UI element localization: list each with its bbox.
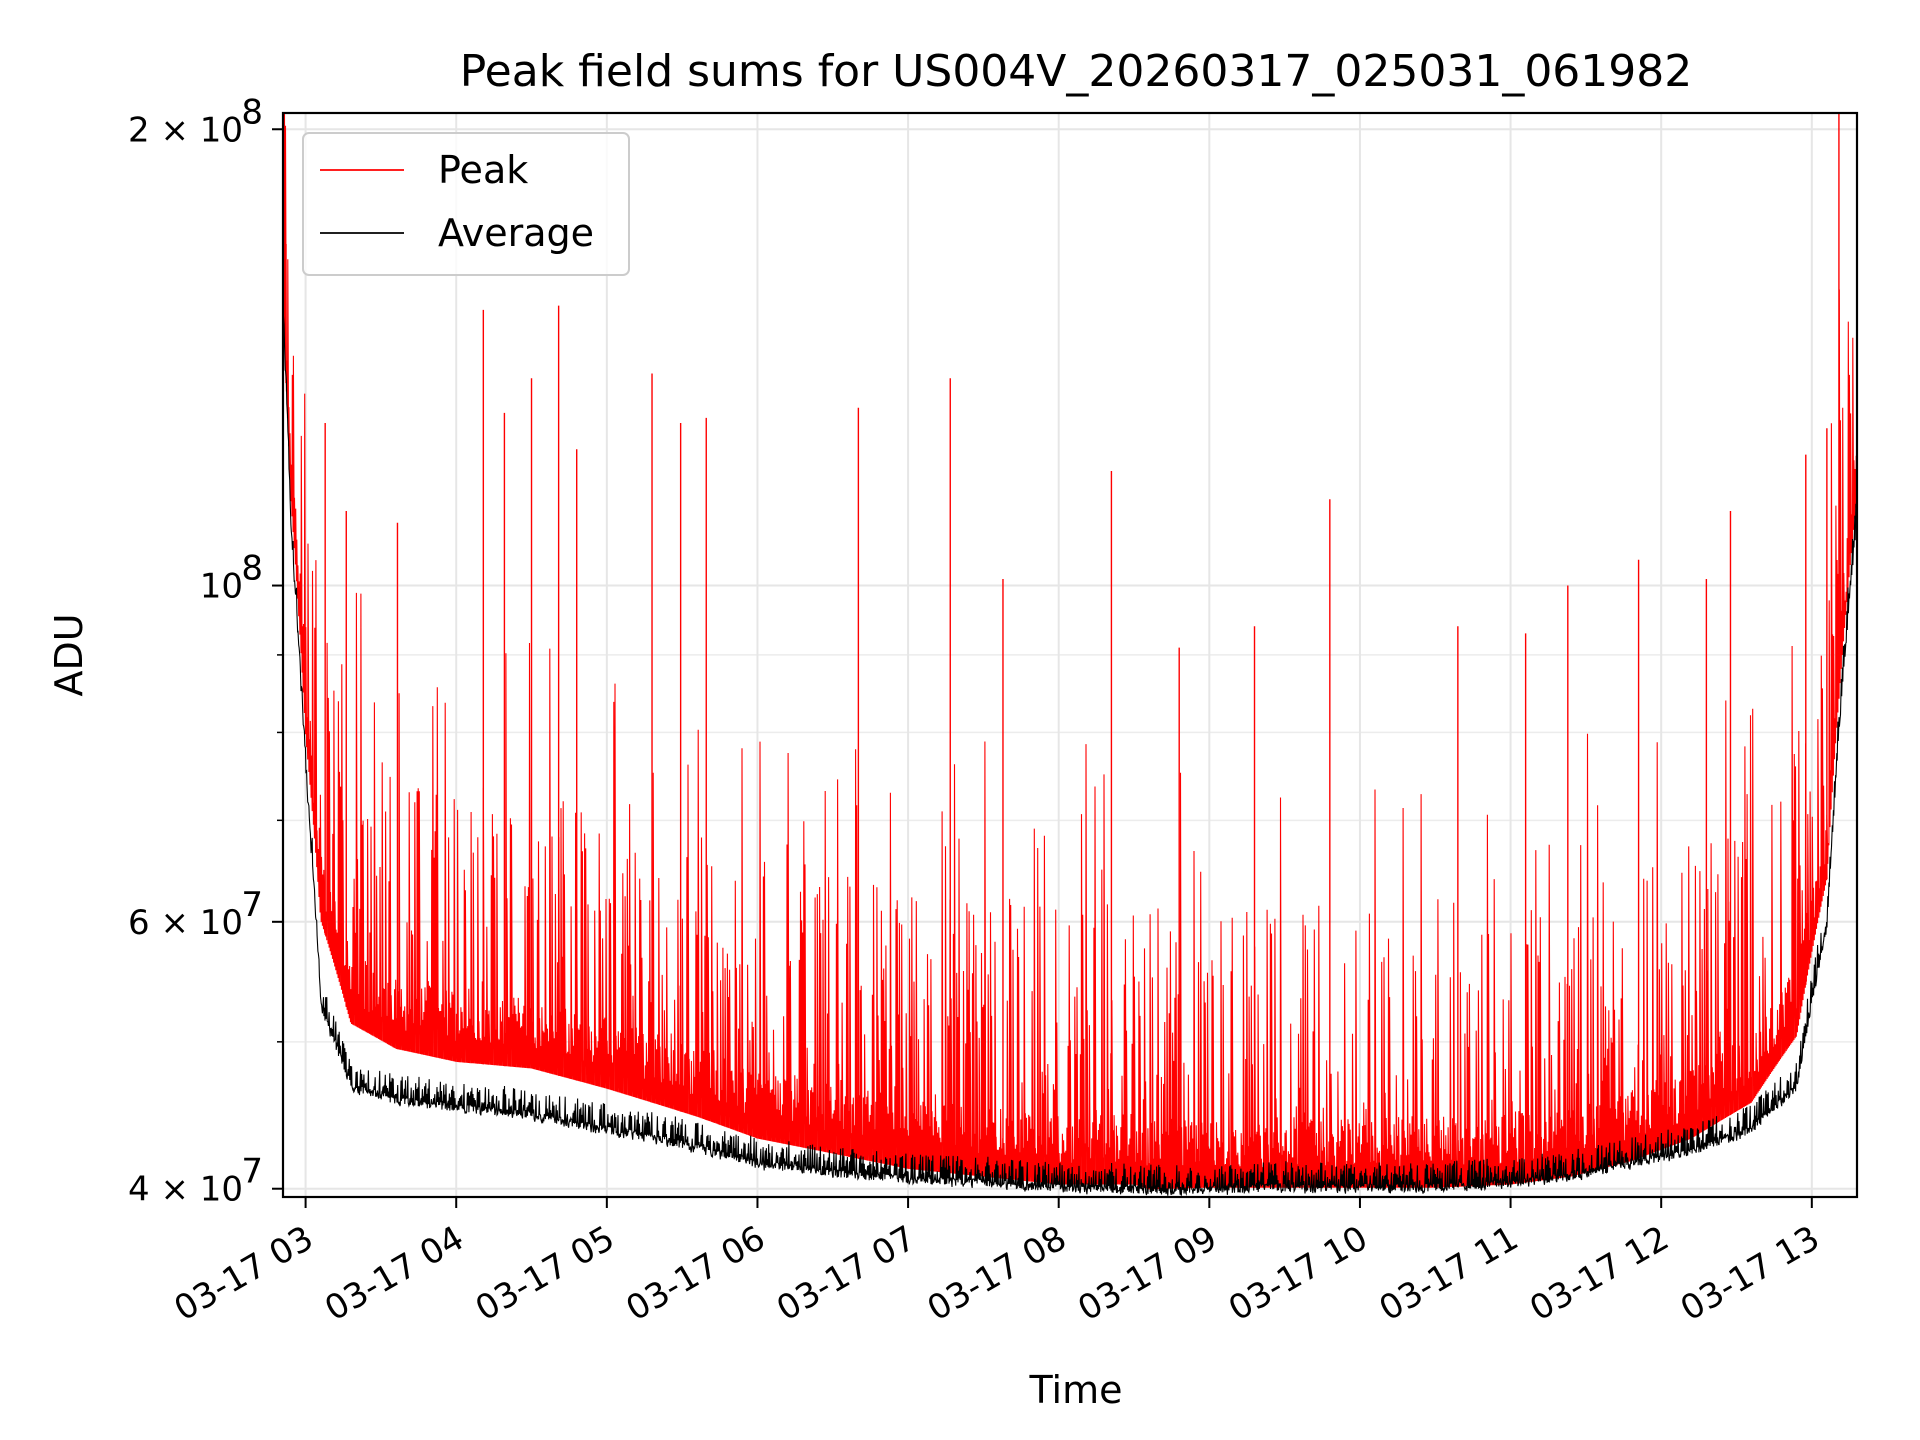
peak-series-line	[283, 113, 1857, 1190]
legend-peak-label: Peak	[438, 148, 528, 192]
legend: Peak Average	[302, 132, 630, 276]
series-layer	[283, 113, 1857, 1196]
legend-box	[302, 132, 630, 276]
legend-average-label: Average	[438, 211, 594, 255]
y-axis-label: ADU	[47, 613, 91, 696]
y-tick-label: 10	[200, 567, 243, 607]
average-series-line	[283, 287, 1857, 1196]
y-tick-label: 2 × 10	[128, 110, 243, 150]
y-tick-exponent: 8	[241, 92, 263, 132]
y-tick-exponent: 8	[241, 549, 263, 589]
x-axis-label: Time	[1029, 1368, 1123, 1412]
y-tick-label: 4 × 10	[128, 1170, 243, 1210]
chart-title: Peak field sums for US004V_20260317_0250…	[460, 46, 1693, 97]
y-tick-exponent: 7	[241, 885, 263, 925]
y-tick-exponent: 7	[241, 1152, 263, 1192]
y-tick-label: 6 × 10	[128, 903, 243, 943]
